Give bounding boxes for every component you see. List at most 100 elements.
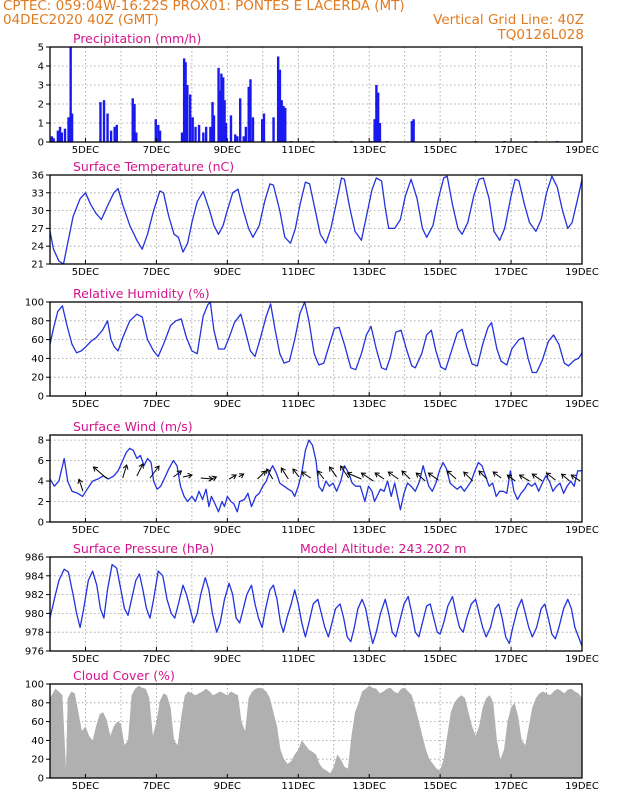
wind-arrow-head [427,472,434,478]
panel-5: 0 20 40 60 80 100 5DEC 7DEC 9DEC 11DEC 13DEC 15DEC 1… [25,668,599,792]
y-tick-label: 100 [25,298,44,309]
x-tick-label: 13DEC [352,267,386,278]
wind-arrow-shaft [492,471,502,479]
wind-arrow-shaft [347,472,362,480]
y-tick-label: 3 [38,81,44,92]
wind-arrow-shaft [78,479,84,492]
wind-arrow-head [280,467,286,473]
x-tick-label: 17DEC [494,525,528,536]
wind-arrow-shaft [478,470,488,480]
panel-frame [49,301,583,397]
precip-bar [284,107,287,142]
wind-arrow [92,466,108,480]
panel-frame [49,683,583,779]
precip-bar [282,105,285,142]
x-tick-label: 11DEC [281,267,315,278]
panel-title: Cloud Cover (%) [73,668,175,683]
wind-arrow [122,464,129,479]
wind-arrow-shaft [200,477,213,480]
y-tick-label: 1 [38,119,44,130]
wind-arrow-head [506,474,513,480]
wind-arrow-shaft [415,472,426,482]
y-tick-label: 5 [38,43,44,54]
panel-frame [49,556,583,652]
precip-bar [224,123,228,142]
x-tick-label: 5DEC [72,525,99,536]
x-tick-label: 13DEC [352,654,386,665]
x-tick-label: 13DEC [352,525,386,536]
series-line-0 [49,563,583,647]
precip-bar [375,85,378,142]
wind-arrow [478,470,488,480]
precip-bar [204,126,208,142]
precip-bar [247,86,250,142]
header-grid-line: Vertical Grid Line: 40Z [433,12,584,28]
wind-arrow-shaft [228,474,237,480]
wind-arrow [77,478,84,492]
wind-arrow-head [300,471,307,477]
precip-bar [373,119,376,142]
panel-title: Relative Humidity (%) [73,286,210,301]
wind-arrow [211,475,218,482]
wind-arrow [280,467,289,480]
wind-arrow [266,468,274,480]
panel-frame [49,434,583,523]
wind-arrow-head [374,472,380,478]
x-tick-label: 9DEC [214,267,241,278]
wind-arrow [136,463,144,477]
precip-bar [113,126,116,142]
y-tick-label: 40 [31,736,44,747]
y-tick-label: 978 [25,628,44,639]
wind-arrow-shaft [329,466,337,478]
wind-arrow-shaft [446,470,457,480]
precip-bar [412,119,415,142]
x-tick-label: 11DEC [281,399,315,410]
precip-bar [109,130,113,142]
series-line-0 [49,301,583,374]
wind-arrow-head [176,470,183,476]
y-tick-label: 21 [31,260,44,271]
wind-arrow [446,470,457,480]
y-tick-label: 982 [25,590,44,601]
precip-bar [135,132,138,142]
y-tick-label: 100 [25,680,44,691]
panel-title: Surface Pressure (hPa) [73,541,214,556]
wind-arrow [560,473,570,482]
wind-arrow-shaft [149,465,160,479]
wind-arrow-shaft [122,464,128,479]
panel-2: 0 20 40 60 80 100 5DEC 7DEC 9DEC 11DEC 13DEC 15DEC 1… [25,286,599,410]
wind-arrow-shaft [546,472,556,481]
precip-bar [197,124,201,142]
wind-arrow [173,470,183,478]
precip-bar [236,136,239,142]
wind-arrow [340,465,350,479]
wind-arrow [518,474,530,482]
wind-arrow [200,475,214,482]
wind-arrow-shaft [531,473,543,482]
wind-arrow-shaft [257,470,266,480]
wind-arrow [300,471,311,479]
wind-arrow-head [570,474,576,480]
wind-arrow-head [415,472,421,478]
wind-arrow [387,471,399,480]
precip-bar [154,119,157,142]
precip-bar [410,121,414,142]
x-tick-label: 7DEC [143,145,170,156]
precip-bar [182,58,186,142]
y-tick-label: 976 [25,647,44,658]
panel-3: 0 2 4 6 8 5DEC 7DEC 9DEC 11DEC 13DEC 15DEC 17DEC 19D… [38,419,599,536]
precip-bar [262,113,266,142]
wind-arrow-head [238,473,245,479]
wind-arrow-head [92,466,99,472]
y-tick-label: 0 [38,774,44,785]
header-run-date: 04DEC2020 40Z (GMT) [3,12,159,28]
y-tick-label: 60 [31,335,44,346]
x-tick-label: 9DEC [214,399,241,410]
x-tick-label: 7DEC [143,267,170,278]
x-tick-label: 5DEC [72,654,99,665]
wind-arrow-shaft [519,474,530,482]
precip-bar [186,85,189,142]
wind-arrow-head [560,473,567,479]
wind-arrow-head [387,471,394,477]
wind-arrow [427,472,439,481]
